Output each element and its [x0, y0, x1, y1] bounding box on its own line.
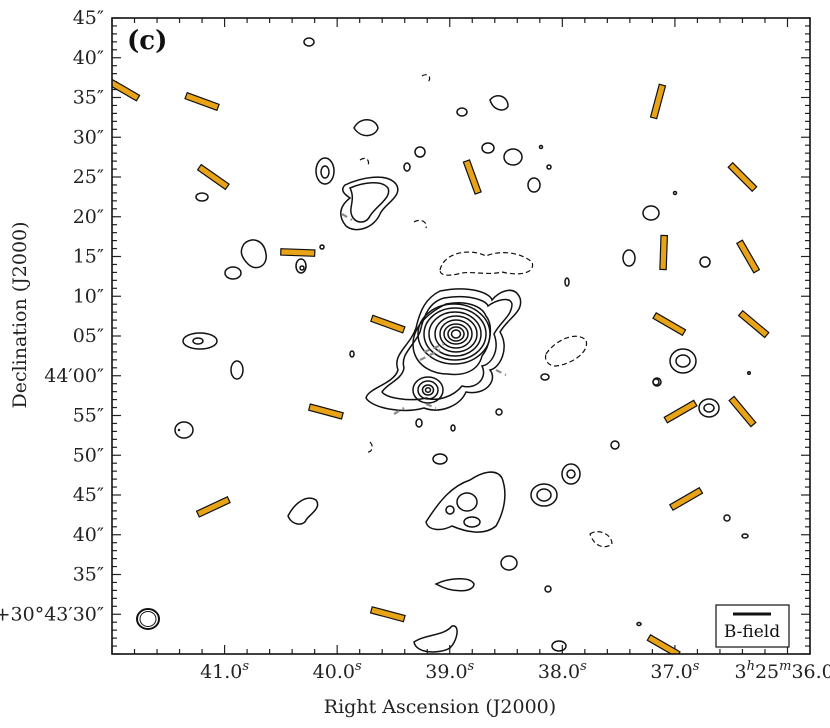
- y-tick-label: 25″: [73, 166, 104, 188]
- axis-ticks: [111, 17, 811, 655]
- legend-label: B-field: [724, 622, 780, 642]
- y-tick-label: 44′00″: [44, 365, 104, 387]
- b-field-vector: [195, 496, 231, 518]
- y-tick-label: 05″: [73, 325, 104, 347]
- b-field-vector: [280, 248, 316, 257]
- y-tick-label: 40″: [73, 47, 104, 69]
- b-field-vector: [659, 234, 669, 271]
- b-field-vector: [369, 606, 406, 623]
- legend: B-field: [715, 604, 790, 648]
- y-tick-label: 40″: [73, 524, 104, 546]
- grey-contours: [341, 213, 507, 415]
- y-tick-label: 55″: [73, 405, 104, 427]
- y-tick-label: +30°43′30″: [0, 603, 104, 625]
- b-field-vector: [370, 314, 406, 334]
- y-tick-label: 35″: [73, 87, 104, 109]
- b-field-vector: [727, 161, 758, 193]
- x-tick-label: 40.0s: [313, 659, 362, 683]
- b-field-vectors: [112, 78, 770, 654]
- x-tick-label: 41.0s: [200, 659, 249, 683]
- x-tick-label: 37.0s: [650, 659, 699, 683]
- b-field-vector: [668, 486, 704, 512]
- y-tick-label: 20″: [73, 206, 104, 228]
- beam-ellipse: [136, 608, 160, 630]
- b-field-vector: [112, 78, 141, 102]
- y-tick-label: 45″: [73, 7, 104, 29]
- intensity-contours: [174, 37, 752, 653]
- panel-label: (c): [127, 26, 167, 56]
- x-tick-labels: 41.0s 40.0s 39.0s 38.0s 37.0s 3h25m36.0s: [200, 659, 830, 683]
- x-axis-title: Right Ascension (J2000): [324, 696, 556, 718]
- y-tick-label: 15″: [73, 246, 104, 268]
- core-contours: [365, 288, 522, 412]
- b-field-vector: [462, 159, 482, 195]
- b-field-vector: [184, 91, 220, 112]
- b-field-vector: [646, 633, 681, 654]
- x-tick-label: 3h25m36.0s: [734, 659, 830, 683]
- y-axis-title: Declination (J2000): [9, 221, 31, 408]
- b-field-vector: [735, 239, 761, 274]
- b-field-vector: [196, 163, 230, 191]
- plot-frame: [111, 17, 811, 655]
- b-field-vector: [307, 403, 344, 420]
- x-tick-label: 38.0s: [538, 659, 587, 683]
- b-field-vector: [663, 399, 698, 424]
- y-tick-label: 30″: [73, 126, 104, 148]
- b-field-vector: [737, 309, 770, 339]
- outer-contours: [174, 37, 752, 653]
- x-tick-label: 39.0s: [425, 659, 474, 683]
- y-tick-label: 35″: [73, 564, 104, 586]
- b-field-vector: [728, 395, 757, 428]
- b-field-vector: [649, 83, 667, 120]
- y-tick-label: 10″: [73, 285, 104, 307]
- y-tick-labels: 45″ 40″ 35″ 30″ 25″ 20″ 15″ 10″ 05″ 44′00″ 55″ 50″ 4…: [0, 7, 104, 625]
- b-field-vector: [652, 311, 687, 337]
- y-tick-label: 50″: [73, 444, 104, 466]
- negative-contours: [359, 74, 613, 548]
- y-tick-label: 45″: [73, 484, 104, 506]
